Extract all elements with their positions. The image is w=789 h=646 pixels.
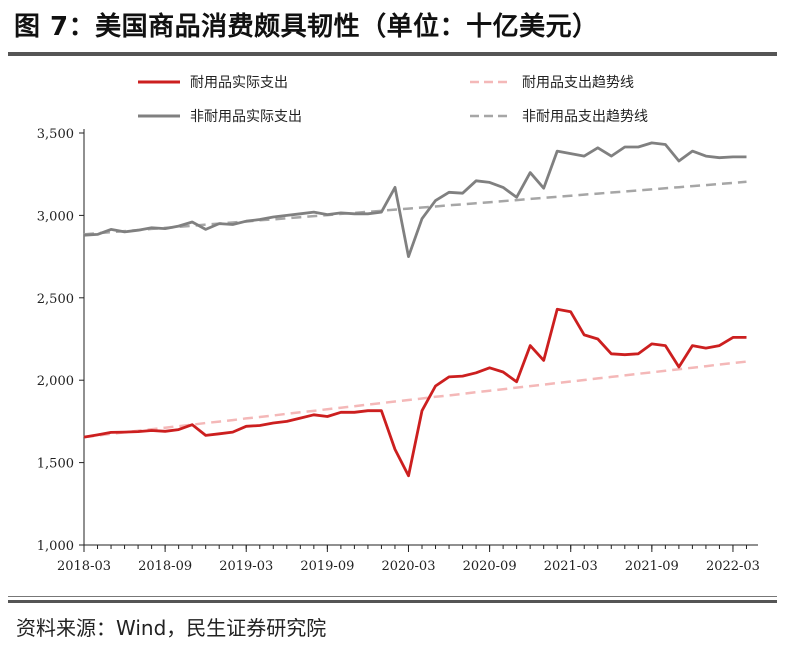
x-tick-label: 2021-09 bbox=[625, 559, 679, 574]
x-tick-label: 2020-03 bbox=[381, 559, 435, 574]
y-tick-label: 3,000 bbox=[37, 209, 74, 224]
y-tick-label: 2,000 bbox=[37, 374, 74, 389]
legend-label-0: 耐用品实际支出 bbox=[190, 75, 288, 91]
x-tick-label: 2020-09 bbox=[463, 559, 517, 574]
series-line-2 bbox=[83, 360, 747, 439]
y-tick-label: 1,000 bbox=[37, 539, 74, 554]
x-tick-label: 2018-09 bbox=[138, 559, 192, 574]
legend-label-1: 非耐用品实际支出 bbox=[190, 109, 302, 125]
y-tick-label: 2,500 bbox=[37, 292, 74, 307]
y-tick-label: 1,500 bbox=[37, 457, 74, 472]
legend-label-3: 非耐用品支出趋势线 bbox=[522, 109, 648, 125]
axes: 1,000 1,500 2,000 2,500 3,000 3,500 2018-03 201… bbox=[37, 127, 760, 574]
title-divider bbox=[8, 52, 777, 56]
x-tick-label: 2022-03 bbox=[706, 559, 760, 574]
x-tick-label: 2019-03 bbox=[219, 559, 273, 574]
series-line-1 bbox=[83, 141, 747, 259]
x-tick-label: 2021-03 bbox=[544, 559, 598, 574]
series-line-0 bbox=[83, 307, 747, 478]
series-layer bbox=[83, 141, 747, 478]
x-tick-label: 2019-09 bbox=[300, 559, 354, 574]
y-tick-label: 3,500 bbox=[37, 127, 74, 142]
footer-divider-thin bbox=[8, 596, 777, 597]
source-note: 资料来源：Wind，民生证券研究院 bbox=[16, 616, 327, 640]
x-tick-label: 2018-03 bbox=[57, 559, 111, 574]
footer-divider bbox=[8, 600, 777, 603]
legend-label-2: 耐用品支出趋势线 bbox=[522, 75, 634, 91]
chart-title: 图 7：美国商品消费颇具韧性（单位：十亿美元） bbox=[14, 12, 599, 42]
series-line-3 bbox=[83, 180, 747, 236]
